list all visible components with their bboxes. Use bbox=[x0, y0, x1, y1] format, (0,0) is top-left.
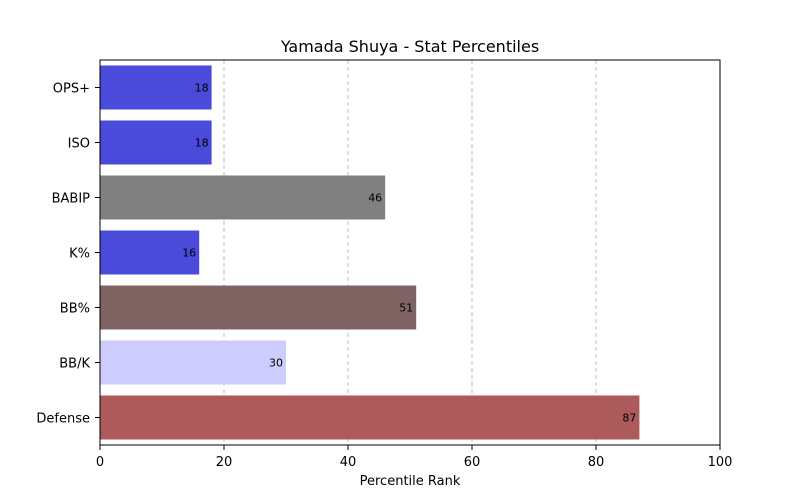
bar-value-label: 16 bbox=[182, 247, 196, 260]
x-tick-label: 100 bbox=[708, 455, 733, 470]
bar-value-label: 51 bbox=[399, 302, 413, 315]
bar-bb bbox=[100, 285, 417, 330]
grid bbox=[223, 60, 597, 445]
bar-babip bbox=[100, 175, 386, 220]
bar-iso bbox=[100, 120, 212, 165]
x-tick-label: 0 bbox=[96, 455, 104, 470]
bar-defense bbox=[100, 395, 640, 440]
bar-labels: 18 18 46 16 51 30 87 bbox=[182, 82, 636, 425]
x-axis-label: Percentile Rank bbox=[360, 474, 461, 489]
x-tick-label: 40 bbox=[340, 455, 357, 470]
y-tick-label: BB% bbox=[60, 302, 90, 317]
x-tick-label: 80 bbox=[588, 455, 605, 470]
bar-value-label: 46 bbox=[368, 192, 382, 205]
y-tick-label: BB/K bbox=[59, 357, 90, 372]
x-tick-label: 20 bbox=[216, 455, 233, 470]
y-tick-label: K% bbox=[69, 247, 90, 262]
bar-ops bbox=[100, 65, 212, 110]
y-axis: OPS+ ISO BABIP K% BB% BB/K Defense bbox=[36, 82, 100, 427]
y-tick-label: ISO bbox=[68, 137, 90, 152]
chart-title: Yamada Shuya - Stat Percentiles bbox=[280, 37, 539, 56]
bar-k bbox=[100, 230, 200, 275]
y-tick-label: OPS+ bbox=[53, 82, 90, 97]
y-tick-label: BABIP bbox=[52, 192, 91, 207]
bar-value-label: 18 bbox=[195, 137, 209, 150]
y-tick-label: Defense bbox=[36, 412, 90, 427]
x-tick-label: 60 bbox=[464, 455, 481, 470]
bar-value-label: 87 bbox=[622, 412, 636, 425]
bars bbox=[100, 65, 640, 440]
bar-value-label: 18 bbox=[195, 82, 209, 95]
bar-value-label: 30 bbox=[269, 357, 283, 370]
bar-bb-k bbox=[100, 340, 286, 385]
x-axis: 0 20 40 60 80 100 bbox=[96, 445, 733, 470]
